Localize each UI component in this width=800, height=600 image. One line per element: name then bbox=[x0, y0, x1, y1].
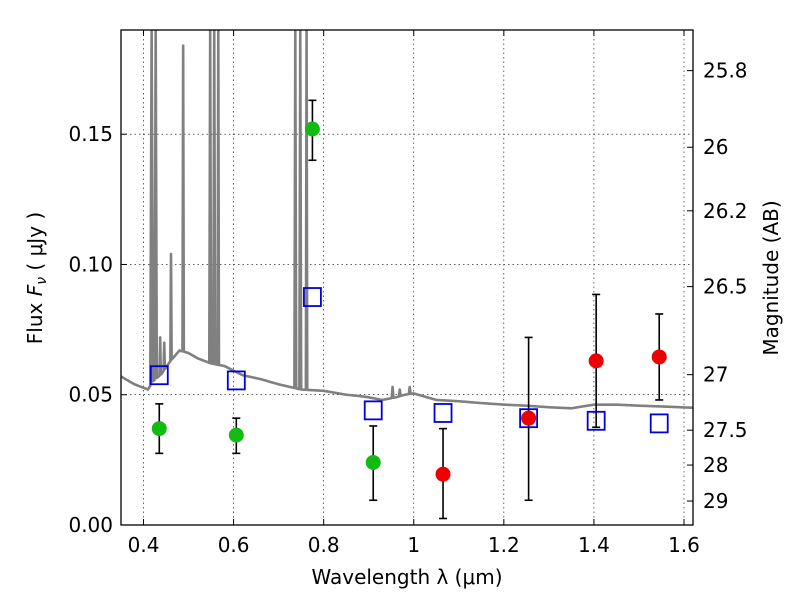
axis-ticks bbox=[121, 30, 693, 526]
plot-frame bbox=[120, 29, 694, 526]
x-tick-label: 0.4 bbox=[128, 533, 160, 557]
data-point-circle bbox=[588, 353, 604, 369]
x-tick-label: 1 bbox=[407, 533, 420, 557]
tick-labels: 0.4 0.6 0.8 1 1.2 1.4 1.6 0.00 0.05 0.10 0.15 25.8 2… bbox=[68, 59, 747, 557]
y-tick-label: 0.15 bbox=[68, 122, 113, 146]
y-right-tick-label: 27.5 bbox=[703, 418, 748, 442]
data-point-circle bbox=[151, 421, 167, 437]
data-point-square bbox=[303, 287, 322, 307]
spectrum-line bbox=[121, 30, 693, 410]
data-point-circle bbox=[365, 454, 381, 470]
data-markers bbox=[149, 121, 669, 482]
data-point-circle bbox=[228, 427, 244, 443]
y-right-tick-label: 26.2 bbox=[703, 199, 748, 223]
data-point-square bbox=[649, 413, 669, 434]
y-tick-label: 0.00 bbox=[68, 513, 113, 537]
x-axis-label: Wavelength λ (μm) bbox=[311, 565, 502, 589]
y-axis-right-label: Magnitude (AB) bbox=[759, 200, 783, 355]
y-tick-label: 0.10 bbox=[68, 252, 113, 276]
data-point-circle bbox=[521, 410, 537, 426]
y-right-tick-label: 25.8 bbox=[703, 59, 748, 83]
x-tick-label: 1.2 bbox=[488, 533, 520, 557]
data-point-circle bbox=[304, 121, 320, 137]
data-point-square bbox=[433, 403, 453, 423]
x-tick-label: 0.8 bbox=[308, 533, 340, 557]
data-point-square bbox=[586, 410, 606, 431]
y-right-tick-label: 27 bbox=[703, 363, 728, 387]
data-point-square bbox=[363, 400, 383, 421]
x-tick-label: 1.6 bbox=[668, 533, 700, 557]
y-right-tick-label: 26 bbox=[703, 135, 728, 159]
grid bbox=[121, 30, 693, 526]
data-point-square bbox=[149, 365, 169, 386]
data-point-square bbox=[226, 370, 246, 391]
x-tick-label: 1.4 bbox=[578, 533, 610, 557]
x-tick-label: 0.6 bbox=[218, 533, 250, 557]
y-axis-left-label: Flux Fν ( μJy ) bbox=[23, 212, 50, 344]
plot-area bbox=[121, 30, 693, 525]
y-right-tick-label: 26.5 bbox=[703, 275, 748, 299]
y-right-tick-label: 29 bbox=[703, 489, 728, 513]
data-point-circle bbox=[435, 466, 451, 482]
y-tick-label: 0.05 bbox=[68, 383, 113, 407]
model-spectrum bbox=[121, 30, 693, 410]
y-right-tick-label: 28 bbox=[703, 453, 728, 477]
data-point-circle bbox=[651, 349, 667, 365]
data-point-square bbox=[519, 408, 539, 429]
